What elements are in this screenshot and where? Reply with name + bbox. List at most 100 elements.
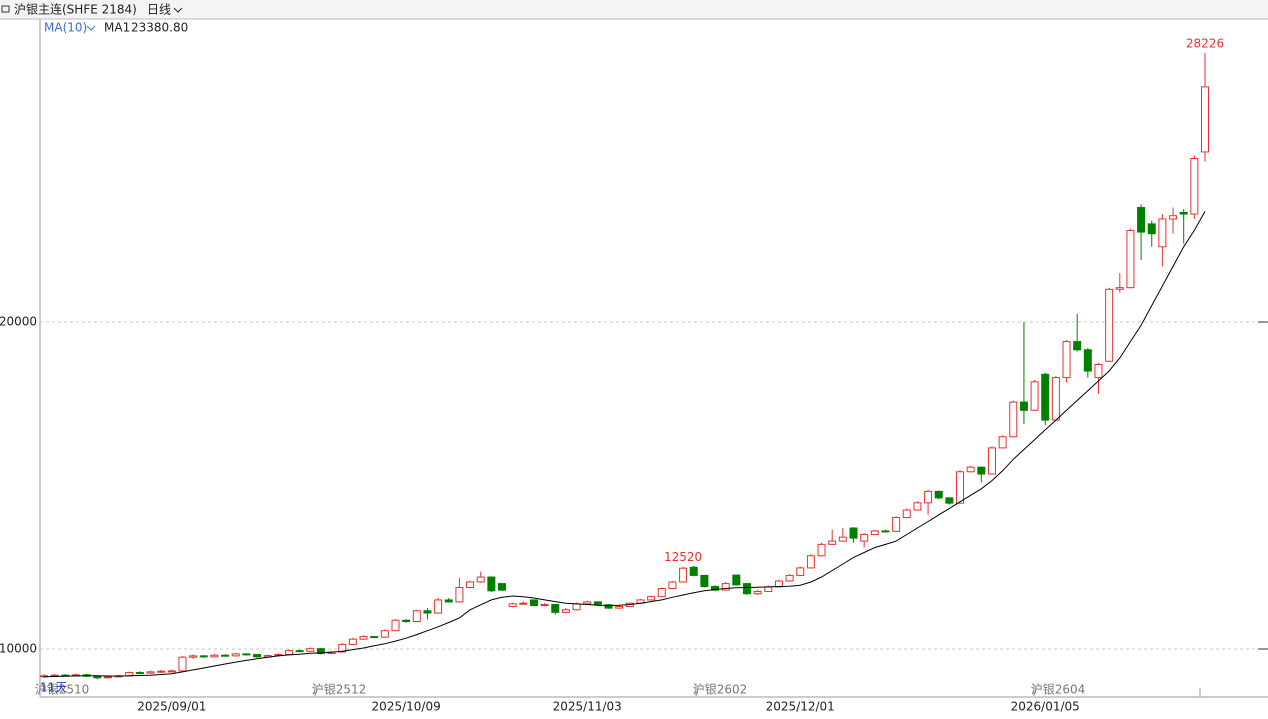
candle-body — [210, 654, 219, 658]
header-bar — [0, 0, 1268, 19]
candle-body — [146, 671, 155, 674]
candle-body — [359, 636, 368, 640]
candle-body — [1147, 223, 1156, 235]
candle-body — [135, 672, 144, 675]
candle-body — [391, 619, 400, 632]
candle-body — [892, 517, 901, 532]
candle-body — [306, 648, 315, 652]
period-chevron[interactable] — [173, 7, 183, 13]
y-tick-label: 10000 — [0, 641, 37, 655]
candle-body — [1062, 341, 1071, 379]
candle-body — [93, 675, 102, 679]
candle-body — [604, 604, 613, 609]
candle-body — [934, 490, 943, 499]
x-tick-label: 2025/12/01 — [766, 700, 835, 714]
high-label: 12520 — [664, 550, 702, 564]
candle-body — [1126, 229, 1135, 289]
candle-body — [370, 636, 379, 639]
candle-body — [657, 587, 666, 598]
candle-body — [700, 574, 709, 588]
candle-body — [966, 466, 975, 473]
candle-body — [380, 630, 389, 638]
high-label: 28226 — [1186, 36, 1224, 50]
candle-body — [231, 653, 240, 657]
x-tick-label: 2025/09/01 — [137, 700, 206, 714]
candle-body — [849, 527, 858, 539]
candle-body — [189, 655, 198, 658]
candle-body — [1201, 86, 1209, 153]
candle-body — [199, 655, 208, 658]
candle-body — [444, 599, 453, 603]
candle-body — [1179, 211, 1188, 215]
candle-body — [572, 603, 581, 611]
candle-body — [1030, 381, 1039, 411]
candle-body — [860, 534, 869, 542]
candle-body — [753, 590, 762, 595]
candle-body — [295, 650, 304, 653]
candle-body — [529, 599, 538, 607]
contract-label: 沪银2512 — [312, 683, 367, 697]
candle-body — [316, 648, 325, 655]
candle-body — [167, 670, 176, 673]
candle-body — [1041, 373, 1050, 421]
candle-body — [721, 583, 730, 591]
candle-body — [924, 490, 933, 504]
candle-body — [103, 676, 112, 679]
indicator-selector[interactable]: MA(10) — [44, 21, 87, 35]
contract-label: 沪银2602 — [693, 683, 748, 697]
candle-body — [284, 650, 293, 656]
candle-body — [178, 656, 187, 672]
candle-body — [1169, 215, 1178, 220]
candle-body — [838, 536, 847, 542]
candle-body — [732, 574, 741, 586]
candle-body — [1094, 364, 1103, 379]
window-icon[interactable] — [1, 5, 10, 13]
candle-body — [796, 567, 805, 576]
x-tick-label: 2025/10/09 — [372, 700, 441, 714]
candle-body — [348, 638, 357, 645]
candle-body — [434, 599, 443, 614]
x-tick-label: 2025/11/03 — [553, 700, 622, 714]
candle-body — [881, 530, 890, 533]
candle-body — [785, 574, 794, 582]
candle-body — [487, 576, 496, 592]
candle-body — [945, 497, 954, 504]
candle-body — [1051, 377, 1060, 421]
candle-body — [253, 654, 262, 658]
candle-body — [508, 603, 517, 607]
indicator-chevron[interactable] — [86, 25, 96, 31]
candle-body — [242, 653, 251, 656]
candle-body — [412, 610, 421, 623]
candle-body — [668, 581, 677, 589]
candle-body — [561, 609, 570, 613]
candle-body — [1073, 341, 1082, 351]
candle-body — [1115, 287, 1124, 290]
candle-body — [1083, 349, 1092, 372]
candle-body — [742, 583, 751, 595]
candle-body — [1190, 157, 1199, 215]
candle-body — [828, 540, 837, 545]
candle-body — [764, 586, 773, 592]
y-tick-label: 20000 — [0, 314, 37, 328]
candle-body — [615, 605, 624, 609]
candle-body — [913, 502, 922, 511]
ma-name: MA1 — [104, 21, 130, 35]
contract-label: 沪银2604 — [1031, 683, 1086, 697]
candle-body — [157, 670, 166, 673]
candle-body — [902, 509, 911, 519]
candle-body — [711, 586, 720, 591]
candle-body — [998, 436, 1007, 449]
candle-body — [338, 643, 347, 653]
candle-body — [647, 596, 656, 601]
candle-body — [870, 530, 879, 536]
candle-body — [956, 471, 965, 504]
ma-line — [43, 211, 1206, 678]
candle-body — [455, 587, 464, 603]
candle-body — [583, 601, 592, 605]
candle-body — [679, 567, 688, 583]
candle-body — [1158, 218, 1167, 248]
period-selector[interactable]: 日线 — [147, 3, 171, 17]
